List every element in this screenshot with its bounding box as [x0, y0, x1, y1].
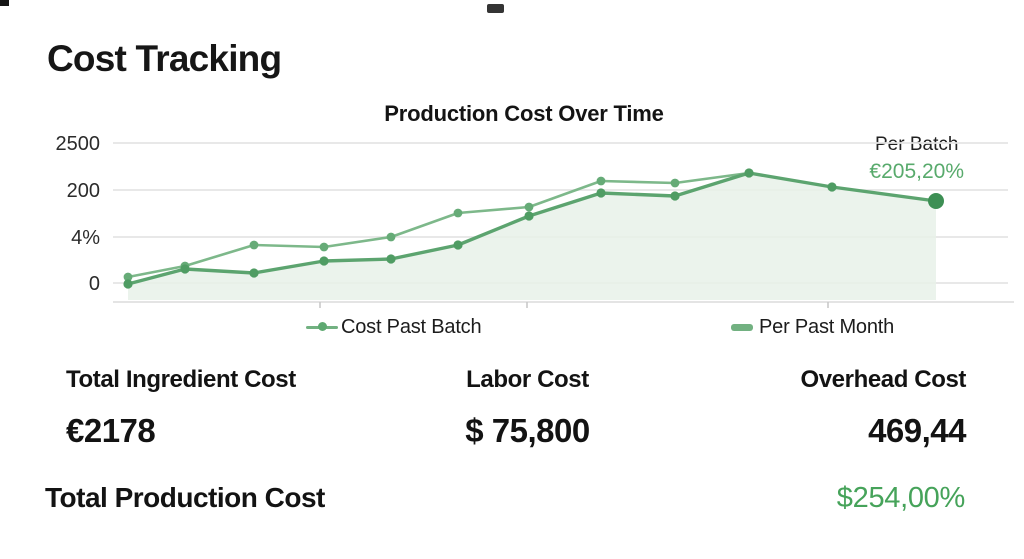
- series-marker: [596, 176, 606, 186]
- series-marker: [386, 254, 396, 264]
- production-cost-chart: 2500 200 4% 0: [56, 133, 1014, 308]
- series-marker: [249, 240, 259, 250]
- series-marker: [386, 232, 396, 242]
- series-marker: [123, 272, 133, 282]
- y-axis-tick-label: 0: [89, 273, 100, 295]
- series-marker: [123, 279, 133, 289]
- stat-label: Total Ingredient Cost: [66, 366, 296, 393]
- legend-item-cost-past-batch[interactable]: Cost Past Batch: [306, 314, 482, 340]
- stat-total-ingredient-cost: Total Ingredient Cost €2178: [66, 366, 296, 450]
- series-marker: [249, 268, 259, 278]
- chart-title: Production Cost Over Time: [384, 101, 664, 126]
- series-marker: [319, 242, 329, 252]
- total-label: Total Production Cost: [45, 482, 325, 513]
- y-axis-tick-label: 4%: [71, 227, 100, 249]
- series-marker: [670, 178, 680, 188]
- series-end-marker: [928, 193, 944, 209]
- legend-label: Cost Past Batch: [341, 315, 482, 338]
- stat-value: $ 75,800: [465, 412, 590, 449]
- series-marker: [670, 191, 680, 201]
- chart-legend: Cost Past Batch Per Past Month: [0, 314, 1024, 340]
- stat-value: 469,44: [868, 412, 966, 449]
- series-marker: [180, 264, 190, 274]
- series-line: [126, 171, 938, 286]
- top-center-mark: [487, 4, 504, 13]
- series-marker: [524, 202, 534, 212]
- area-fill: [128, 173, 936, 300]
- chart-annotation: Per Batch €205,20%: [869, 133, 964, 185]
- line-dot-icon: [306, 314, 338, 340]
- stat-overhead-cost: Overhead Cost 469,44: [800, 366, 966, 450]
- stat-label: Overhead Cost: [800, 366, 966, 393]
- corner-artifact: [0, 0, 9, 6]
- legend-label: Per Past Month: [759, 315, 895, 338]
- series-marker: [596, 188, 606, 198]
- page-title: Cost Tracking: [47, 38, 282, 79]
- y-axis-tick-label: 200: [67, 180, 100, 202]
- series-marker: [827, 182, 837, 192]
- stat-labor-cost: Labor Cost $ 75,800: [380, 366, 675, 450]
- series-marker: [453, 208, 463, 218]
- legend-item-per-past-month[interactable]: Per Past Month: [731, 314, 894, 340]
- stat-label: Labor Cost: [466, 366, 589, 393]
- series-marker: [524, 211, 534, 221]
- series-marker: [453, 240, 463, 250]
- stat-value: €2178: [66, 412, 156, 449]
- total-value: $254,00%: [836, 482, 966, 514]
- y-axis-tick-label: 2500: [56, 133, 101, 155]
- series-line: [126, 171, 751, 279]
- series-marker: [744, 168, 754, 178]
- dash-icon: [731, 323, 753, 331]
- series-marker: [319, 256, 329, 266]
- annotation-label: Per Batch: [874, 134, 959, 155]
- annotation-value: €205,20%: [869, 159, 964, 183]
